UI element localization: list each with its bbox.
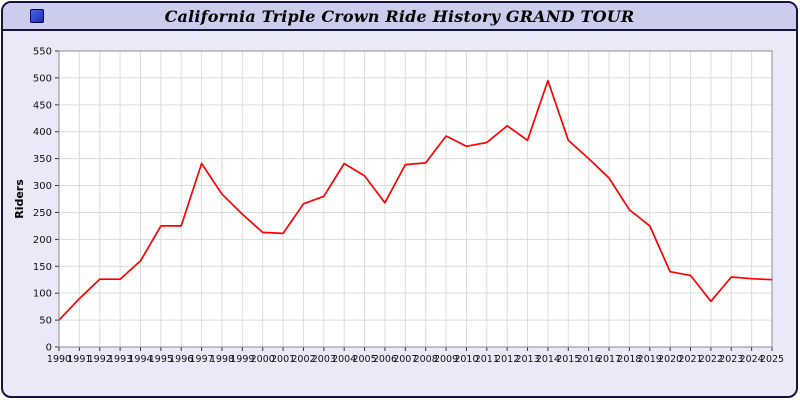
svg-text:2015: 2015 <box>556 354 580 365</box>
svg-text:2019: 2019 <box>638 354 662 365</box>
svg-text:2009: 2009 <box>434 354 458 365</box>
svg-text:500: 500 <box>33 73 52 84</box>
svg-text:2016: 2016 <box>577 354 601 365</box>
svg-text:2021: 2021 <box>678 354 702 365</box>
svg-text:2018: 2018 <box>617 354 641 365</box>
svg-text:450: 450 <box>33 100 52 111</box>
svg-text:1996: 1996 <box>169 354 193 365</box>
svg-text:2022: 2022 <box>699 354 723 365</box>
svg-text:1999: 1999 <box>230 354 254 365</box>
chart-area: 0 50 100 150 200 250 300 350 400 450 500 550 1990 199… <box>3 31 796 396</box>
svg-text:2004: 2004 <box>332 354 356 365</box>
svg-text:2005: 2005 <box>352 354 376 365</box>
svg-text:2013: 2013 <box>515 354 539 365</box>
svg-text:1995: 1995 <box>149 354 173 365</box>
svg-text:400: 400 <box>33 127 52 138</box>
svg-text:2010: 2010 <box>454 354 478 365</box>
svg-text:2002: 2002 <box>291 354 315 365</box>
svg-text:1990: 1990 <box>47 354 71 365</box>
title-bar: California Triple Crown Ride History GRA… <box>3 3 796 31</box>
svg-text:2012: 2012 <box>495 354 519 365</box>
svg-text:1993: 1993 <box>108 354 132 365</box>
svg-text:2001: 2001 <box>271 354 295 365</box>
svg-text:2024: 2024 <box>740 354 764 365</box>
svg-text:2003: 2003 <box>312 354 336 365</box>
svg-text:1997: 1997 <box>190 354 214 365</box>
svg-text:100: 100 <box>33 289 52 300</box>
chart-svg: 0501001502002503003504004505005501990199… <box>13 47 784 366</box>
svg-text:2014: 2014 <box>536 354 560 365</box>
svg-text:2025: 2025 <box>760 354 784 365</box>
svg-text:Riders: Riders <box>13 179 26 219</box>
svg-text:300: 300 <box>33 181 52 192</box>
svg-text:200: 200 <box>33 235 52 246</box>
svg-text:550: 550 <box>33 47 52 58</box>
svg-text:2006: 2006 <box>373 354 397 365</box>
blue-app-icon <box>30 9 44 23</box>
svg-text:1991: 1991 <box>67 354 91 365</box>
svg-text:2011: 2011 <box>475 354 499 365</box>
svg-text:2000: 2000 <box>251 354 275 365</box>
svg-text:2007: 2007 <box>393 354 417 365</box>
svg-text:2008: 2008 <box>414 354 438 365</box>
svg-text:2017: 2017 <box>597 354 621 365</box>
svg-text:350: 350 <box>33 154 52 165</box>
svg-text:0: 0 <box>46 343 52 354</box>
svg-text:250: 250 <box>33 208 52 219</box>
svg-text:150: 150 <box>33 262 52 273</box>
svg-text:50: 50 <box>39 316 52 327</box>
page-title: California Triple Crown Ride History GRA… <box>164 6 635 26</box>
svg-text:1992: 1992 <box>88 354 112 365</box>
svg-text:1998: 1998 <box>210 354 234 365</box>
svg-text:2020: 2020 <box>658 354 682 365</box>
svg-text:2023: 2023 <box>719 354 743 365</box>
svg-text:1994: 1994 <box>128 354 152 365</box>
